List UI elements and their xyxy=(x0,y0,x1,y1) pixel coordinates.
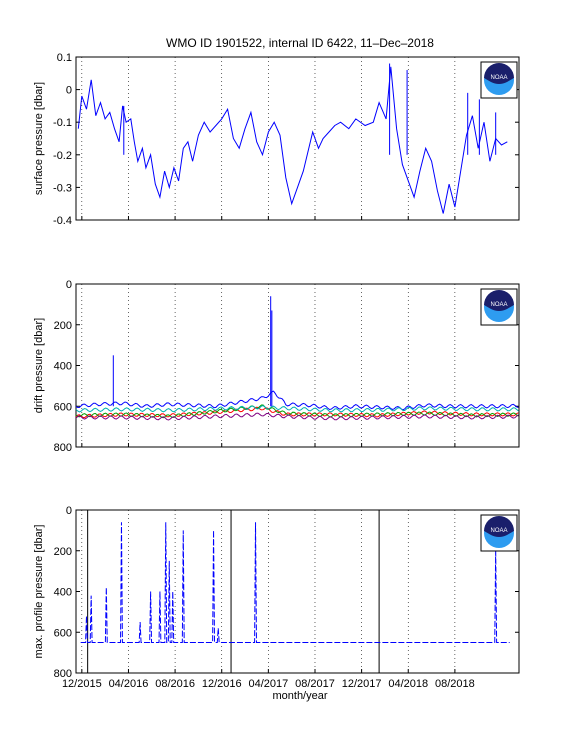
drift-series-line xyxy=(75,412,519,421)
y-tick-label: -0.2 xyxy=(53,150,72,162)
noaa-logo: NOAA xyxy=(480,61,518,99)
y-tick-label: 400 xyxy=(54,361,72,373)
x-tick-label: 12/2017 xyxy=(342,678,382,690)
max-pressure-line xyxy=(80,522,510,643)
x-tick-label: 08/2016 xyxy=(155,678,195,690)
y-tick-label: 800 xyxy=(54,442,72,454)
noaa-logo-text: NOAA xyxy=(490,75,507,81)
y-tick-label: 200 xyxy=(54,546,72,558)
x-tick-label: 04/2018 xyxy=(388,678,428,690)
y-axis-label: surface pressure [dbar] xyxy=(33,82,45,195)
x-tick-label: 04/2017 xyxy=(248,678,288,690)
y-tick-label: 200 xyxy=(54,320,72,332)
x-tick-label: 12/2016 xyxy=(202,678,242,690)
noaa-logo-bird xyxy=(484,63,514,84)
y-tick-label: 400 xyxy=(54,587,72,599)
x-tick-label: 12/2015 xyxy=(62,678,102,690)
y-tick-label: -0.3 xyxy=(53,182,72,194)
noaa-logo-bird xyxy=(484,290,514,311)
noaa-logo-text: NOAA xyxy=(490,528,507,534)
y-tick-label: 600 xyxy=(54,401,72,413)
plot-frame xyxy=(75,509,520,674)
x-tick-label: 08/2018 xyxy=(435,678,475,690)
y-tick-label: -0.4 xyxy=(53,215,72,227)
noaa-logo: NOAA xyxy=(480,514,518,552)
y-tick-label: 0 xyxy=(66,279,72,291)
x-axis-label: month/year xyxy=(272,690,327,702)
y-axis-label: drift pressure [dbar] xyxy=(33,318,45,413)
y-tick-label: 0 xyxy=(66,85,72,97)
noaa-logo: NOAA xyxy=(480,288,518,326)
figure-title: WMO ID 1901522, internal ID 6422, 11–Dec… xyxy=(166,36,434,50)
y-axis-label: max. profile pressure [dbar] xyxy=(33,525,45,659)
drift-series-line xyxy=(75,390,519,411)
plot-frame xyxy=(75,283,520,448)
surface-pressure-panel: 0.1 0 -0.1 -0.2 -0.3 -0.4 surface pressure [db… xyxy=(33,52,520,227)
y-tick-label: 800 xyxy=(54,668,72,680)
drift-series-line xyxy=(75,406,519,419)
noaa-logo-bird xyxy=(484,516,514,537)
data-series-line xyxy=(77,66,508,214)
drift-series-line xyxy=(75,405,519,413)
x-tick-label: 04/2016 xyxy=(109,678,149,690)
max-profile-pressure-panel: 0 200 400 600 800 max. profile pressure [dbar… xyxy=(33,505,520,690)
y-tick-label: 0 xyxy=(66,505,72,517)
drift-pressure-panel: 0 200 400 600 800 drift pressure [dbar] NOAA xyxy=(33,279,520,454)
y-tick-label: -0.1 xyxy=(53,117,72,129)
x-tick-label: 08/2017 xyxy=(295,678,335,690)
y-tick-label: 600 xyxy=(54,627,72,639)
noaa-logo-text: NOAA xyxy=(490,302,507,308)
y-tick-label: 0.1 xyxy=(57,52,72,64)
plot-frame xyxy=(75,56,520,221)
